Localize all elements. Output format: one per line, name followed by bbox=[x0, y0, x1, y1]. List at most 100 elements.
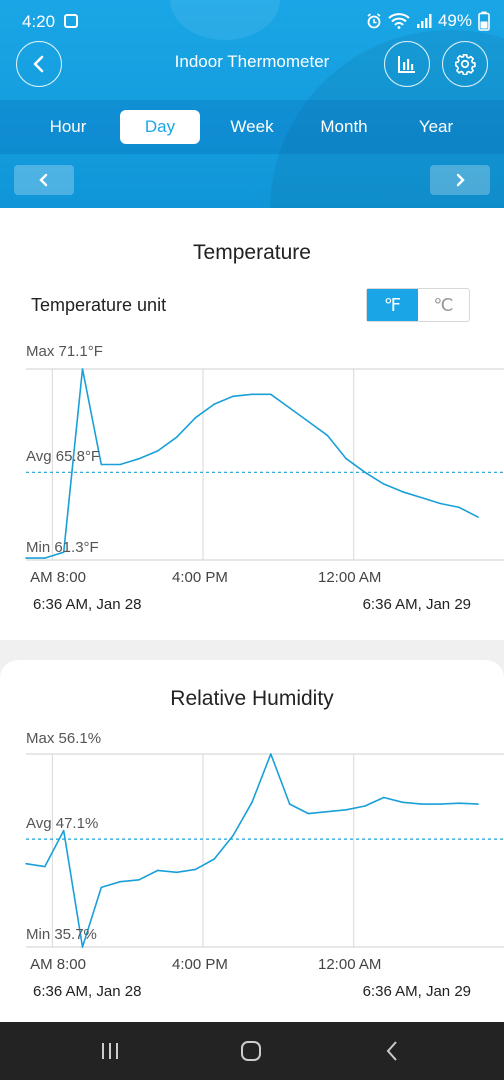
data-point bbox=[420, 803, 423, 805]
x-tick-label: 12:00 AM bbox=[318, 956, 382, 973]
data-point bbox=[44, 557, 46, 559]
data-point bbox=[157, 450, 159, 452]
data-point bbox=[157, 869, 159, 872]
temperature-unit-label: Temperature unit bbox=[31, 295, 167, 315]
home-button[interactable] bbox=[231, 1036, 271, 1066]
temperature-min-label: Min 61.3°F bbox=[26, 539, 99, 556]
temperature-start-date: 6:36 AM, Jan 28 bbox=[33, 596, 142, 613]
x-tick-label: 4:00 PM bbox=[172, 569, 228, 586]
data-point bbox=[326, 810, 329, 813]
data-point bbox=[213, 403, 216, 405]
data-point bbox=[232, 395, 234, 398]
temperature-end-date: 6:36 AM, Jan 29 bbox=[362, 596, 471, 613]
data-point bbox=[62, 829, 65, 832]
temperature-max-label: Max 71.1°F bbox=[26, 343, 103, 360]
data-point bbox=[232, 834, 234, 837]
page-title: Indoor Thermometer bbox=[174, 52, 330, 71]
screen-icon bbox=[64, 14, 78, 28]
next-period-button[interactable] bbox=[430, 165, 490, 195]
data-point bbox=[100, 886, 103, 889]
tab-year[interactable]: Year bbox=[418, 117, 454, 136]
data-point bbox=[62, 551, 65, 554]
data-point bbox=[44, 865, 46, 868]
data-point bbox=[175, 871, 178, 874]
data-point bbox=[345, 809, 347, 811]
battery-percent: 49% bbox=[437, 11, 472, 30]
alarm-icon bbox=[367, 13, 381, 29]
tab-week[interactable]: Week bbox=[230, 117, 274, 136]
data-point bbox=[175, 436, 178, 439]
data-point bbox=[477, 803, 479, 805]
signal-icon bbox=[416, 14, 432, 28]
data-point bbox=[401, 801, 404, 804]
tab-day[interactable]: Day bbox=[120, 110, 200, 144]
data-point bbox=[119, 880, 121, 883]
data-point bbox=[307, 420, 310, 423]
data-point bbox=[401, 490, 404, 493]
temperature-unit-toggle: ℉ ℃ bbox=[366, 288, 470, 322]
data-point bbox=[439, 803, 442, 805]
data-point bbox=[458, 802, 460, 804]
temperature-avg-label: Avg 65.8°F bbox=[26, 448, 101, 465]
humidity-card: Relative Humidity Max 56.1% Avg 47.1% Mi… bbox=[0, 660, 504, 1022]
data-point bbox=[251, 801, 253, 804]
x-tick-label: 8:00 AM bbox=[30, 569, 86, 586]
recents-button[interactable] bbox=[90, 1036, 130, 1066]
app-header: 4:20 49% Indoor Thermometer Hour Day Wee… bbox=[0, 0, 504, 208]
temperature-chart bbox=[25, 368, 504, 561]
settings-button[interactable] bbox=[442, 41, 488, 87]
x-tick-label: 8:00 AM bbox=[30, 956, 86, 973]
battery-icon bbox=[478, 11, 490, 31]
data-point bbox=[307, 812, 310, 815]
humidity-avg-label: Avg 47.1% bbox=[26, 815, 99, 832]
data-point bbox=[119, 463, 121, 466]
chevron-left-icon bbox=[39, 173, 48, 187]
temperature-card: Temperature Temperature unit ℉ ℃ Max 71.… bbox=[0, 208, 504, 640]
data-point bbox=[81, 368, 84, 370]
data-point bbox=[364, 471, 366, 474]
chevron-right-icon bbox=[456, 173, 465, 187]
data-point bbox=[138, 457, 140, 460]
x-tick-label: 4:00 PM bbox=[172, 956, 228, 973]
data-point bbox=[458, 506, 460, 509]
home-icon bbox=[241, 1041, 261, 1061]
status-bar: 4:20 49% bbox=[0, 0, 504, 44]
period-tabs: Hour Day Week Month Year bbox=[0, 100, 504, 154]
data-point bbox=[270, 753, 272, 755]
data-point bbox=[326, 434, 329, 437]
fahrenheit-option[interactable]: ℉ bbox=[367, 289, 418, 321]
tab-hour[interactable]: Hour bbox=[49, 117, 87, 136]
status-time: 4:20 bbox=[22, 12, 56, 31]
data-point bbox=[383, 483, 385, 485]
data-point bbox=[439, 502, 442, 505]
series-line bbox=[25, 753, 479, 948]
previous-period-button[interactable] bbox=[14, 165, 74, 195]
temperature-title: Temperature bbox=[193, 241, 311, 264]
back-button[interactable] bbox=[16, 41, 62, 87]
data-point bbox=[100, 463, 103, 466]
bar-chart-icon bbox=[398, 56, 415, 73]
humidity-start-date: 6:36 AM, Jan 28 bbox=[33, 983, 142, 1000]
humidity-chart bbox=[25, 753, 504, 948]
humidity-max-label: Max 56.1% bbox=[26, 730, 102, 747]
data-point bbox=[138, 879, 140, 881]
data-point bbox=[420, 496, 423, 499]
data-point bbox=[25, 557, 27, 559]
data-point bbox=[288, 407, 291, 409]
back-nav-button[interactable] bbox=[372, 1036, 412, 1066]
data-point bbox=[194, 868, 197, 871]
data-point bbox=[270, 393, 272, 396]
data-point bbox=[288, 803, 291, 805]
data-point bbox=[25, 862, 27, 865]
chart-button[interactable] bbox=[384, 41, 430, 87]
tab-month[interactable]: Month bbox=[320, 117, 368, 136]
humidity-min-label: Min 35.7% bbox=[26, 926, 97, 943]
x-tick-label: 12:00 AM bbox=[318, 569, 382, 586]
data-point bbox=[213, 858, 216, 860]
data-point bbox=[194, 416, 197, 419]
data-point bbox=[364, 805, 366, 807]
celsius-option[interactable]: ℃ bbox=[433, 294, 454, 315]
chevron-left-icon bbox=[33, 55, 44, 73]
humidity-end-date: 6:36 AM, Jan 29 bbox=[362, 983, 471, 1000]
recents-icon bbox=[102, 1043, 118, 1059]
